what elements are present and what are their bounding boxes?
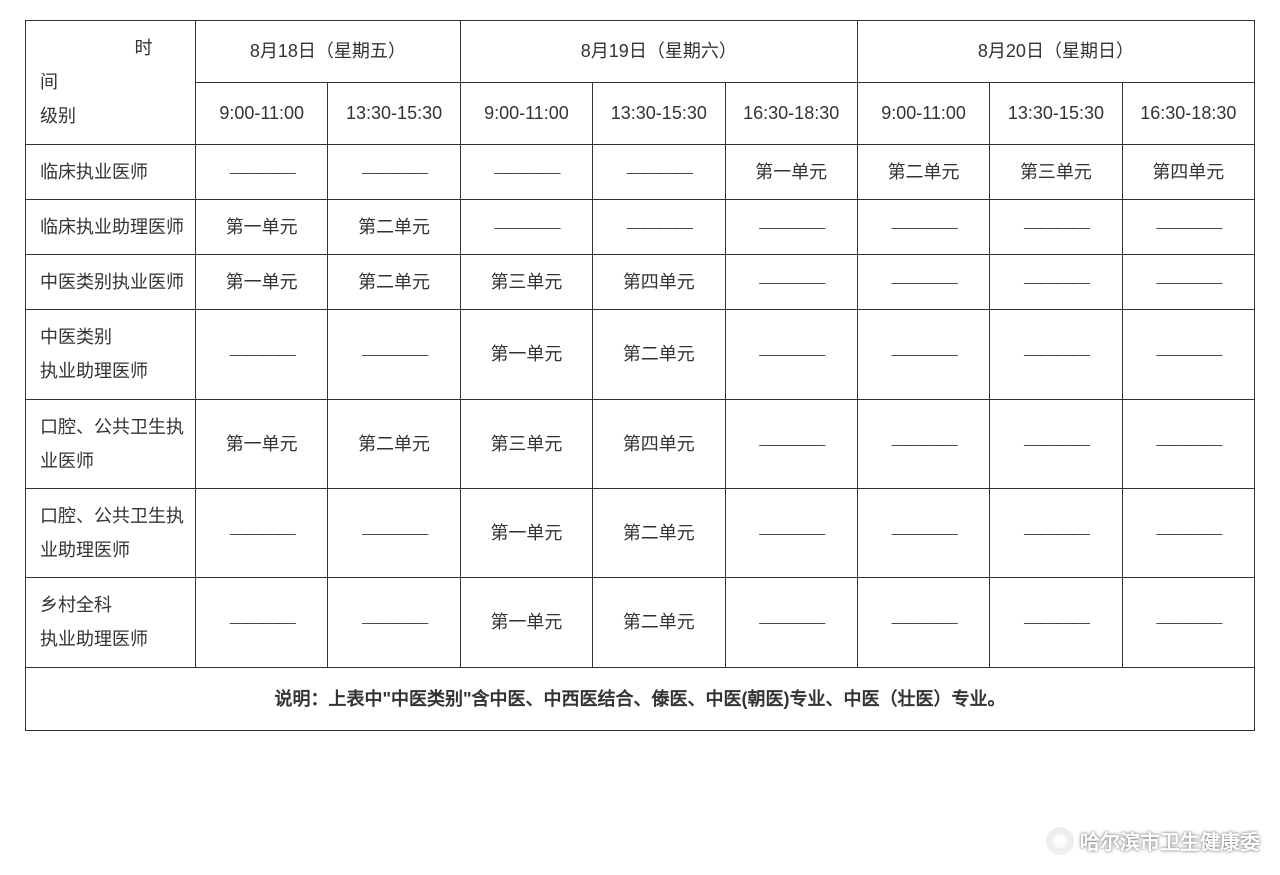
table-cell: 第三单元 xyxy=(460,254,592,309)
table-cell: ———— xyxy=(725,488,857,577)
table-row: 乡村全科执业助理医师————————第一单元第二单元——————————————… xyxy=(26,578,1255,667)
header-row-days: 时 间 级别 8月18日（星期五） 8月19日（星期六） 8月20日（星期日） xyxy=(26,21,1255,83)
table-cell: 第二单元 xyxy=(328,399,460,488)
table-cell: 第一单元 xyxy=(196,254,328,309)
table-cell: ———— xyxy=(990,488,1122,577)
slot-header: 13:30-15:30 xyxy=(593,82,725,144)
table-cell: 第二单元 xyxy=(593,488,725,577)
table-cell: ———— xyxy=(725,310,857,399)
table-cell: ———— xyxy=(460,199,592,254)
table-cell: 第四单元 xyxy=(593,254,725,309)
table-cell: ———— xyxy=(725,399,857,488)
table-cell: 第二单元 xyxy=(593,310,725,399)
table-row: 中医类别执业医师第一单元第二单元第三单元第四单元———————————————— xyxy=(26,254,1255,309)
table-cell: ———— xyxy=(196,310,328,399)
corner-label-level: 级别 xyxy=(40,99,187,133)
table-cell: 第二单元 xyxy=(593,578,725,667)
slot-header: 13:30-15:30 xyxy=(328,82,460,144)
table-cell: 第二单元 xyxy=(328,254,460,309)
table-cell: 第一单元 xyxy=(196,399,328,488)
table-cell: ———— xyxy=(725,199,857,254)
slot-header: 9:00-11:00 xyxy=(857,82,989,144)
table-cell: 第三单元 xyxy=(460,399,592,488)
table-row: 口腔、公共卫生执业医师第一单元第二单元第三单元第四单元—————————————… xyxy=(26,399,1255,488)
table-cell: ———— xyxy=(1122,310,1254,399)
watermark: 哈尔滨市卫生健康委 xyxy=(1046,826,1260,855)
corner-label-time-top: 时 xyxy=(40,31,187,65)
table-cell: ———— xyxy=(328,310,460,399)
table-cell: ———— xyxy=(857,199,989,254)
exam-schedule-table: 时 间 级别 8月18日（星期五） 8月19日（星期六） 8月20日（星期日） … xyxy=(25,20,1255,731)
day-header-3: 8月20日（星期日） xyxy=(857,21,1254,83)
table-cell: ———— xyxy=(593,199,725,254)
slot-header: 16:30-18:30 xyxy=(1122,82,1254,144)
table-cell: ———— xyxy=(196,144,328,199)
table-cell: 第四单元 xyxy=(593,399,725,488)
slot-header: 13:30-15:30 xyxy=(990,82,1122,144)
table-cell: ———— xyxy=(593,144,725,199)
row-label: 临床执业助理医师 xyxy=(26,199,196,254)
table-cell: 第一单元 xyxy=(196,199,328,254)
slot-header: 9:00-11:00 xyxy=(460,82,592,144)
table-cell: ———— xyxy=(196,578,328,667)
table-cell: ———— xyxy=(1122,399,1254,488)
table-cell: ———— xyxy=(328,144,460,199)
table-cell: ———— xyxy=(1122,488,1254,577)
day-header-2: 8月19日（星期六） xyxy=(460,21,857,83)
table-cell: 第一单元 xyxy=(460,578,592,667)
table-cell: ———— xyxy=(857,399,989,488)
table-cell: ———— xyxy=(725,578,857,667)
table-cell: 第一单元 xyxy=(460,310,592,399)
wechat-icon xyxy=(1046,827,1074,855)
table-cell: 第三单元 xyxy=(990,144,1122,199)
header-row-slots: 9:00-11:00 13:30-15:30 9:00-11:00 13:30-… xyxy=(26,82,1255,144)
footer-note: 说明：上表中"中医类别"含中医、中西医结合、傣医、中医(朝医)专业、中医（壮医）… xyxy=(26,667,1255,730)
table-cell: ———— xyxy=(1122,254,1254,309)
table-cell: 第四单元 xyxy=(1122,144,1254,199)
table-cell: ———— xyxy=(857,310,989,399)
row-label: 口腔、公共卫生执业助理医师 xyxy=(26,488,196,577)
table-row: 临床执业助理医师第一单元第二单元———————————————————————— xyxy=(26,199,1255,254)
table-cell: ———— xyxy=(328,578,460,667)
slot-header: 16:30-18:30 xyxy=(725,82,857,144)
watermark-text: 哈尔滨市卫生健康委 xyxy=(1080,826,1260,855)
row-label: 中医类别执业助理医师 xyxy=(26,310,196,399)
table-cell: ———— xyxy=(328,488,460,577)
table-cell: ———— xyxy=(1122,199,1254,254)
table-row: 口腔、公共卫生执业助理医师————————第一单元第二单元———————————… xyxy=(26,488,1255,577)
table-cell: ———— xyxy=(857,254,989,309)
day-header-1: 8月18日（星期五） xyxy=(196,21,461,83)
row-label: 中医类别执业医师 xyxy=(26,254,196,309)
header-corner-cell: 时 间 级别 xyxy=(26,21,196,145)
slot-header: 9:00-11:00 xyxy=(196,82,328,144)
table-cell: 第一单元 xyxy=(460,488,592,577)
table-cell: ———— xyxy=(990,310,1122,399)
table-cell: 第二单元 xyxy=(857,144,989,199)
table-cell: ———— xyxy=(990,578,1122,667)
table-cell: 第二单元 xyxy=(328,199,460,254)
table-cell: ———— xyxy=(725,254,857,309)
row-label: 口腔、公共卫生执业医师 xyxy=(26,399,196,488)
table-row: 中医类别执业助理医师————————第一单元第二单元——————————————… xyxy=(26,310,1255,399)
table-cell: ———— xyxy=(990,254,1122,309)
table-cell: ———— xyxy=(857,578,989,667)
table-cell: ———— xyxy=(196,488,328,577)
footer-row: 说明：上表中"中医类别"含中医、中西医结合、傣医、中医(朝医)专业、中医（壮医）… xyxy=(26,667,1255,730)
table-cell: ———— xyxy=(460,144,592,199)
table-cell: 第一单元 xyxy=(725,144,857,199)
table-cell: ———— xyxy=(990,399,1122,488)
row-label: 临床执业医师 xyxy=(26,144,196,199)
table-cell: ———— xyxy=(1122,578,1254,667)
table-cell: ———— xyxy=(990,199,1122,254)
row-label: 乡村全科执业助理医师 xyxy=(26,578,196,667)
table-row: 临床执业医师————————————————第一单元第二单元第三单元第四单元 xyxy=(26,144,1255,199)
table-cell: ———— xyxy=(857,488,989,577)
corner-label-time-mid: 间 xyxy=(40,65,187,99)
